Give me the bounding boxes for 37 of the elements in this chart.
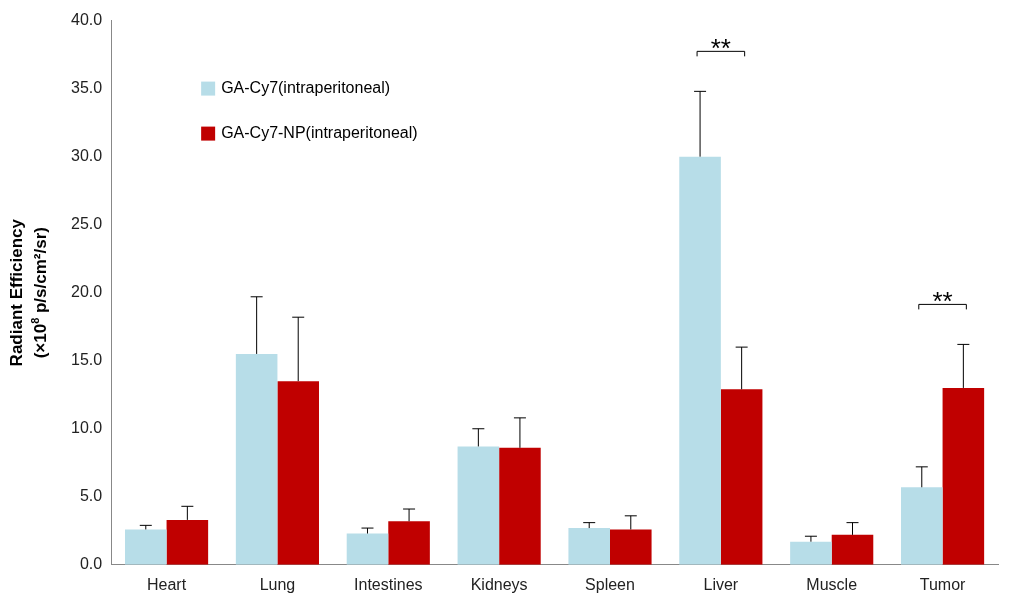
x-tick-label: Kidneys (470, 575, 528, 593)
y-tick-label: 15.0 (71, 351, 103, 369)
bar (568, 528, 610, 565)
x-tick-label: Tumor (919, 575, 967, 593)
x-tick-label: Heart (147, 575, 187, 593)
annotation: ** (710, 33, 731, 64)
y-tick-label: 25.0 (71, 215, 103, 233)
x-tick-label: Liver (703, 575, 739, 593)
bar (720, 389, 763, 565)
bar (942, 387, 985, 565)
bar (346, 533, 389, 565)
y-tick-label: 10.0 (71, 419, 103, 437)
y-tick-label: 40.0 (71, 11, 103, 29)
x-tick-label: Muscle (806, 575, 858, 593)
bar (166, 519, 209, 565)
y-tick-label: 5.0 (79, 487, 103, 505)
x-tick-label: Intestines (354, 575, 423, 593)
x-tick-label: Spleen (585, 575, 635, 593)
y-tick-label: 0.0 (79, 555, 103, 573)
legend-label: GA-Cy7(intraperitoneal) (221, 79, 391, 97)
legend-label: GA-Cy7-NP(intraperitoneal) (221, 124, 418, 142)
bar (457, 446, 500, 565)
y-tick-label: 35.0 (71, 79, 103, 97)
bar (125, 529, 167, 565)
y-tick-label: 20.0 (71, 283, 103, 301)
bar (499, 447, 541, 565)
annotation: ** (932, 286, 953, 317)
bar (679, 156, 721, 565)
bar (235, 353, 278, 565)
y-tick-label: 30.0 (71, 147, 103, 165)
bar (388, 521, 430, 565)
bar (831, 534, 874, 565)
bar (901, 487, 943, 565)
bar (610, 529, 652, 565)
bar (790, 541, 832, 565)
x-tick-label: Lung (259, 575, 296, 593)
bar (277, 381, 319, 565)
